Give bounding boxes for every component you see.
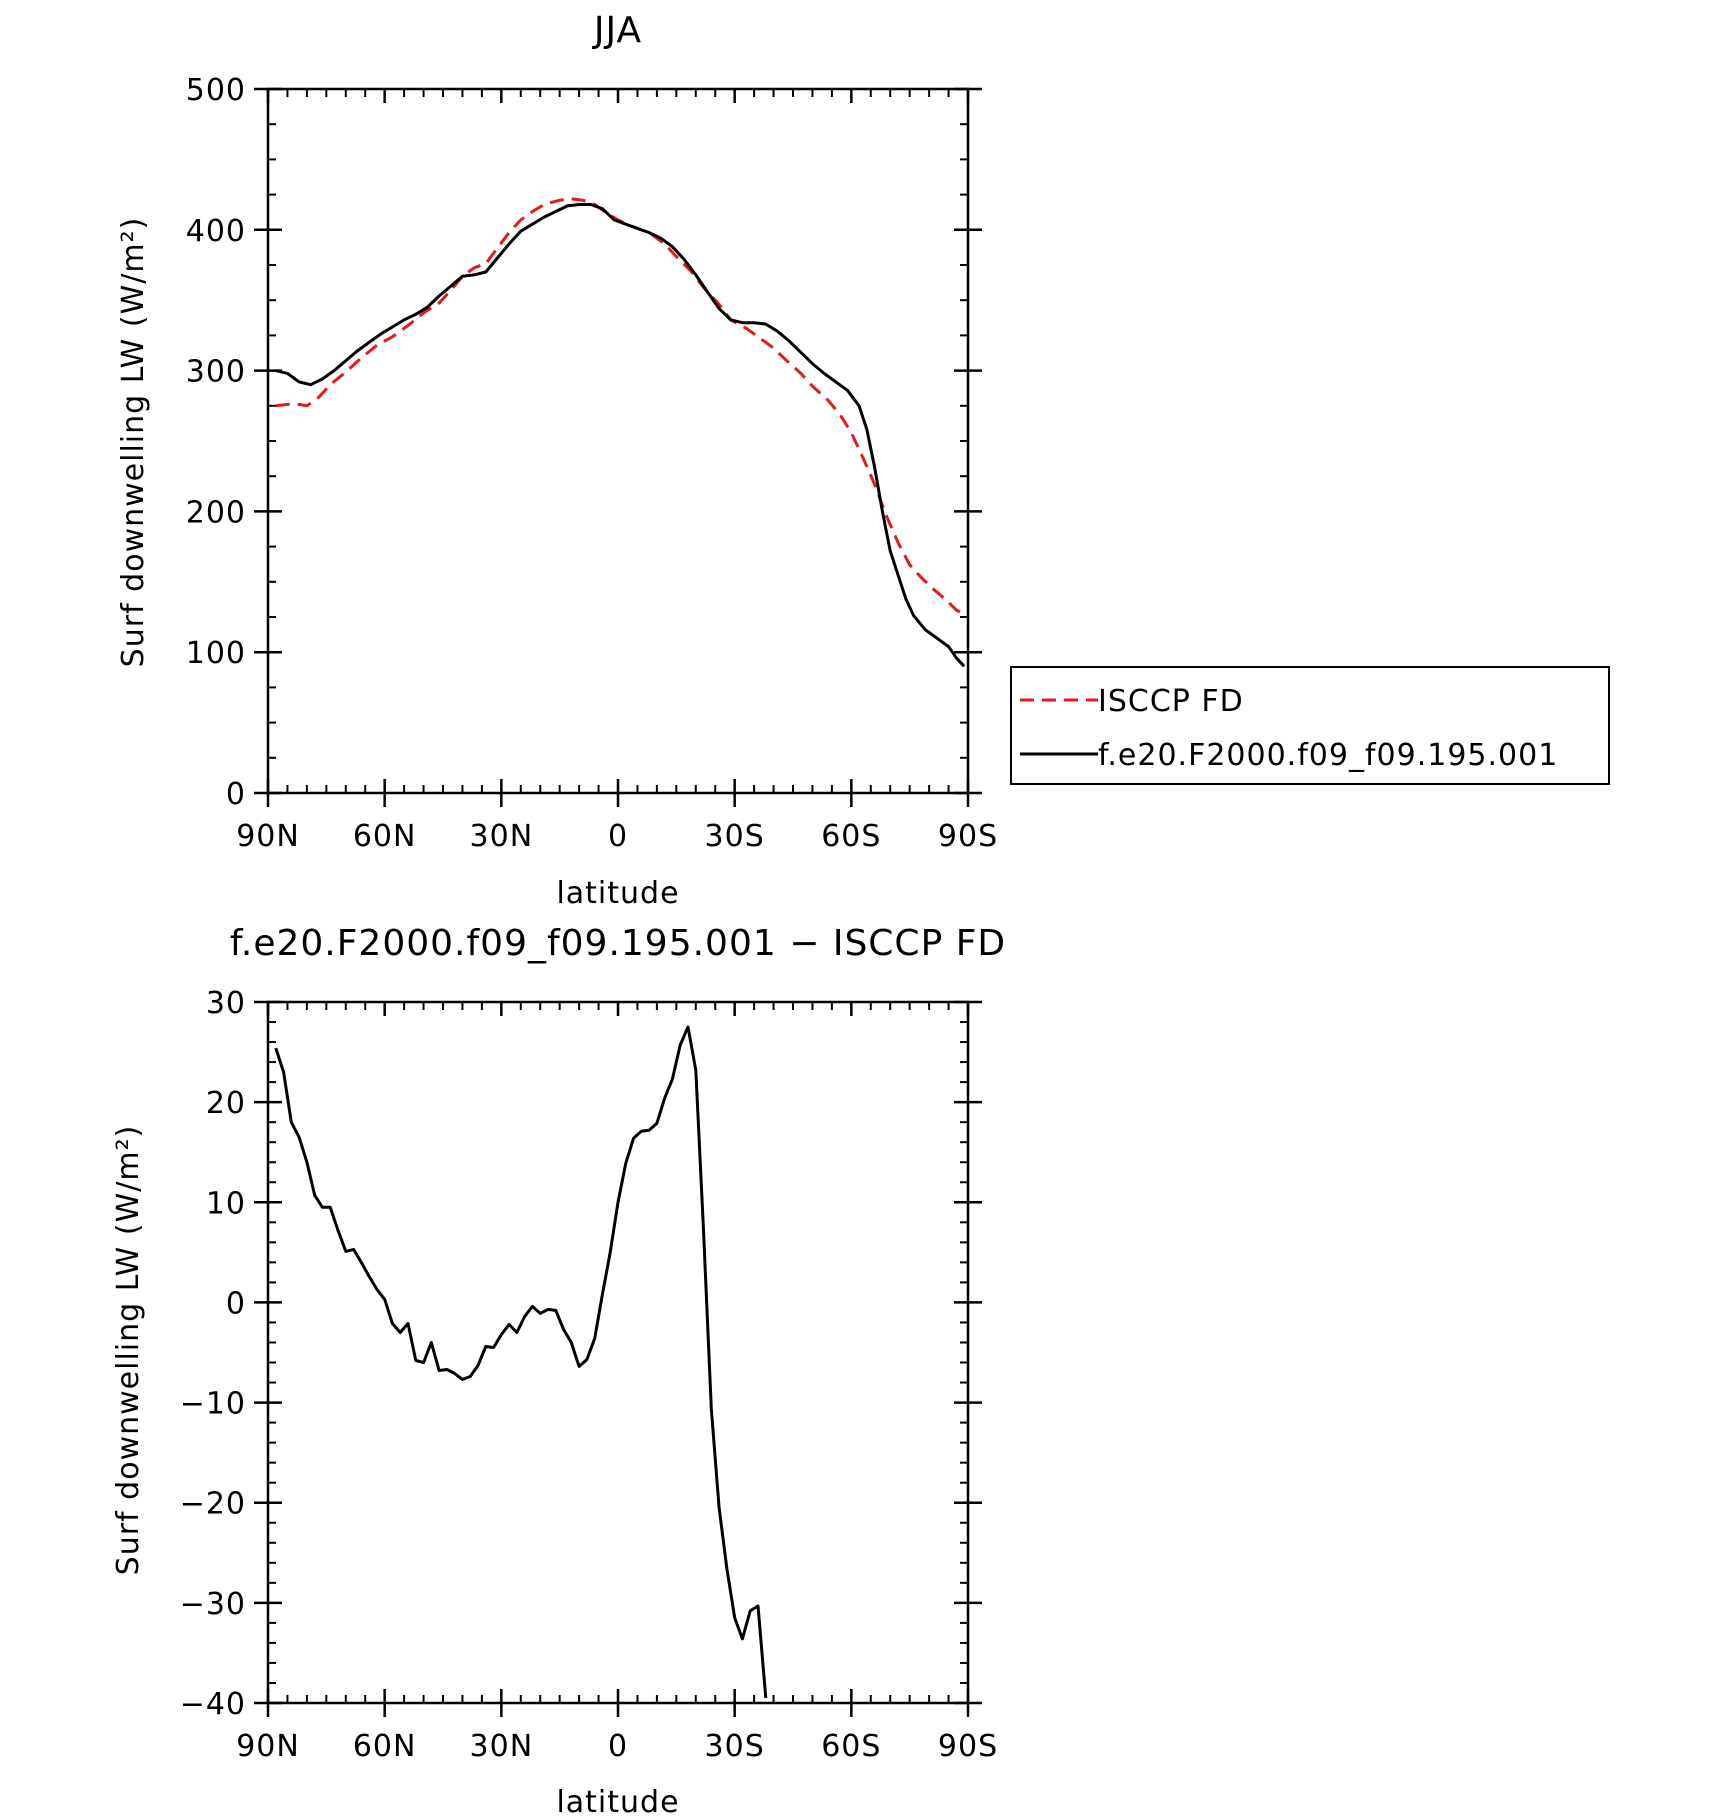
bottom-panel: f.e20.F2000.f09_f09.195.001 − ISCCP FD l… (111, 923, 1006, 1816)
bottom-x-tick-label: 60S (821, 1729, 881, 1764)
bottom-y-tick-label: −30 (180, 1587, 246, 1622)
bottom-panel-ylabel: Surf downwelling LW (W/m²) (111, 1125, 146, 1576)
top-y-tick-label: 400 (186, 214, 246, 249)
top-series-line-1 (275, 203, 966, 668)
bottom-series-line-0 (274, 1025, 768, 1699)
top-panel-title: JJA (592, 10, 642, 51)
top-x-tick-label: 90S (938, 819, 998, 854)
legend-label-isccp: ISCCP FD (1098, 684, 1244, 719)
top-panel-xlabel: latitude (556, 876, 679, 911)
bottom-y-tick-label: −20 (180, 1487, 246, 1522)
legend-box (1010, 666, 1610, 785)
bottom-y-tick-label: 30 (206, 986, 246, 1021)
top-x-tick-label: 60S (821, 819, 881, 854)
bottom-plot-frame (266, 1000, 970, 1705)
legend: ISCCP FD f.e20.F2000.f09_f09.195.001 (1010, 666, 1610, 785)
top-y-tick-label: 200 (186, 495, 246, 530)
top-panel: JJA latitude Surf downwelling LW (W/m²) … (116, 10, 998, 911)
top-y-tick-label: 100 (186, 636, 246, 671)
bottom-x-tick-label: 90S (938, 1729, 998, 1764)
bottom-x-tick-label: 30N (470, 1729, 534, 1764)
bottom-y-tick-label: 0 (226, 1286, 246, 1321)
top-series-line-0 (275, 197, 965, 616)
top-y-tick-label: 300 (186, 355, 246, 390)
top-x-tick-label: 30N (470, 819, 534, 854)
bottom-y-tick-label: 20 (206, 1086, 246, 1121)
top-x-tick-label: 30S (705, 819, 765, 854)
top-x-tick-label: 90N (236, 819, 300, 854)
top-y-tick-label: 0 (226, 777, 246, 812)
top-panel-marks: 90N 60N 30N 0 30S 60S 90S 0 100 200 300 400 500 (186, 73, 998, 854)
bottom-panel-marks: 90N 60N 30N 0 30S 60S 90S −40 −30 −20 −10 0 10 20 30 (180, 986, 998, 1764)
top-x-tick-label: 60N (353, 819, 417, 854)
top-y-tick-label: 500 (186, 73, 246, 108)
bottom-y-tick-label: −10 (180, 1387, 246, 1422)
top-plot-frame (266, 87, 970, 795)
bottom-x-tick-label: 30S (705, 1729, 765, 1764)
bottom-x-tick-label: 0 (608, 1729, 628, 1764)
bottom-x-tick-label: 90N (236, 1729, 300, 1764)
bottom-y-tick-label: −40 (180, 1687, 246, 1722)
top-x-tick-label: 0 (608, 819, 628, 854)
bottom-panel-xlabel: latitude (556, 1785, 679, 1816)
bottom-panel-title: f.e20.F2000.f09_f09.195.001 − ISCCP FD (230, 923, 1006, 964)
bottom-y-tick-label: 10 (206, 1186, 246, 1221)
top-panel-ylabel: Surf downwelling LW (W/m²) (116, 217, 151, 668)
legend-label-model: f.e20.F2000.f09_f09.195.001 (1098, 738, 1558, 773)
bottom-x-tick-label: 60N (353, 1729, 417, 1764)
